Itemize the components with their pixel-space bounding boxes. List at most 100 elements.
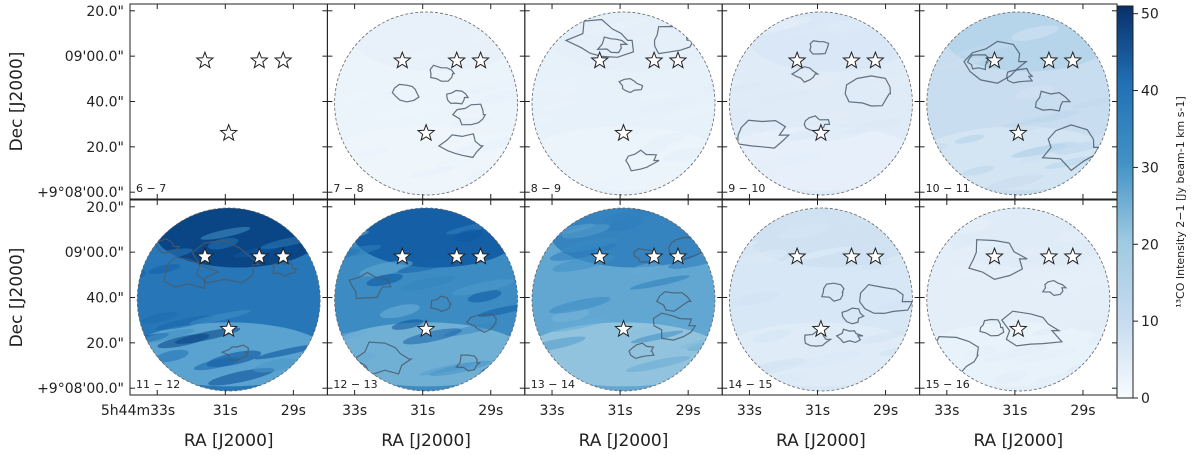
protostar-marker: [1039, 50, 1059, 69]
protostar-marker: [668, 50, 688, 69]
texture-streak: [334, 28, 360, 43]
texture-streak: [979, 325, 1022, 337]
contour: [968, 239, 1028, 280]
protostar-marker: [985, 50, 1004, 69]
panel: 12 − 13: [326, 199, 526, 396]
texture-streak: [208, 367, 275, 386]
panel: 15 − 16: [919, 199, 1118, 396]
texture-streak: [859, 331, 905, 344]
y-axis-label: Dec [J2000]: [7, 52, 27, 152]
contour: [454, 354, 482, 372]
colorbar-tick-label: 20: [1141, 237, 1159, 253]
texture-streak: [692, 223, 715, 241]
contour: [564, 18, 635, 58]
texture-streak: [605, 217, 643, 232]
protostar-marker: [811, 319, 831, 338]
protostar-marker: [644, 246, 664, 265]
protostar-marker: [590, 246, 610, 265]
texture-streak: [366, 273, 403, 287]
texture-streak: [1061, 71, 1104, 83]
texture-streak: [254, 343, 321, 360]
y-tick-label: 09'00.0": [65, 49, 124, 65]
contour: [1000, 310, 1064, 347]
y-tick-label: +9°08'00.0": [37, 381, 124, 397]
texture-streak: [873, 70, 913, 89]
protostar-marker: [614, 123, 633, 142]
x-tick-label: 33s: [934, 403, 959, 419]
texture-streak: [410, 166, 454, 178]
panel: 9 − 10: [721, 3, 921, 200]
texture-streak: [1014, 348, 1077, 364]
texture-streak: [663, 147, 704, 162]
texture-streak: [694, 37, 715, 51]
x-tick-label: 31s: [213, 403, 238, 419]
texture-streak: [549, 316, 611, 332]
colorbar-bar: [1116, 5, 1134, 399]
texture-streak: [549, 296, 611, 314]
channel-label: 15 − 16: [926, 378, 970, 391]
contour: [737, 119, 791, 149]
texture-streak: [827, 18, 870, 34]
texture-streak: [816, 125, 878, 142]
x-tick-label: 29s: [478, 403, 503, 419]
texture-streak: [154, 349, 189, 363]
contour: [820, 282, 845, 302]
protostar-marker: [787, 50, 807, 69]
emission-blob: [353, 12, 518, 72]
texture-streak: [1071, 96, 1110, 109]
texture-streak: [630, 262, 662, 274]
texture-streak: [1010, 143, 1067, 158]
panel: 7 − 8: [326, 3, 526, 200]
contour: [844, 75, 892, 107]
beam-boundary: [729, 11, 913, 196]
colorbar-tick-label: 10: [1141, 314, 1159, 330]
texture-streak: [1032, 271, 1098, 288]
texture-streak: [586, 176, 631, 192]
x-tick-label: 31s: [1002, 403, 1027, 419]
contour: [858, 283, 913, 315]
texture-streak: [468, 83, 498, 95]
x-tick-label: 29s: [281, 403, 306, 419]
x-axis-label: RA [J2000]: [776, 431, 866, 451]
contour: [220, 344, 250, 362]
texture-streak: [926, 285, 971, 301]
texture-streak: [624, 325, 669, 340]
contour: [429, 64, 456, 82]
texture-streak: [486, 102, 518, 115]
texture-streak: [637, 142, 668, 156]
texture-streak: [703, 80, 715, 94]
protostar-marker: [1063, 50, 1083, 69]
texture-streak: [305, 221, 321, 233]
texture-streak: [1031, 325, 1070, 336]
channel-label: 12 − 13: [333, 378, 377, 391]
texture-streak: [647, 133, 687, 146]
texture-streak: [994, 370, 1028, 384]
texture-streak: [140, 328, 195, 343]
protostar-marker: [447, 50, 467, 69]
y-tick-label: 40.0": [86, 95, 124, 111]
texture-streak: [376, 103, 438, 121]
texture-streak: [456, 137, 518, 154]
beam-boundary: [729, 207, 913, 392]
panel: 10 − 11: [919, 3, 1118, 200]
contour: [465, 313, 497, 333]
emission-blob: [334, 322, 518, 387]
x-tick-label: 31s: [608, 403, 633, 419]
contour: [1041, 124, 1100, 172]
texture-streak: [189, 310, 251, 325]
texture-streak: [200, 226, 251, 240]
protostar-marker: [471, 246, 490, 265]
contour: [348, 271, 392, 300]
contour: [809, 40, 830, 55]
protostar-marker: [392, 50, 412, 69]
texture-streak: [359, 260, 413, 277]
protostar-marker: [668, 246, 688, 265]
contour: [1034, 90, 1072, 112]
beam-boundary: [136, 207, 321, 392]
protostar-marker: [1008, 123, 1028, 142]
texture-streak: [794, 111, 854, 126]
contour: [841, 307, 865, 325]
texture-streak: [467, 131, 518, 144]
x-tick-label: 29s: [1070, 403, 1095, 419]
protostar-marker: [842, 50, 861, 69]
